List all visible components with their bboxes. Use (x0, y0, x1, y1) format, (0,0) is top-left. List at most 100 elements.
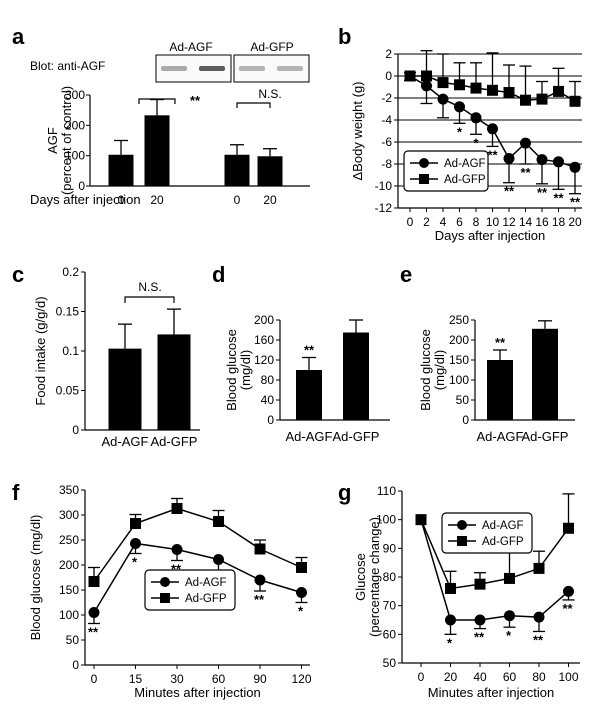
chart-a-ytick-label: 200 (65, 118, 85, 132)
chart-b-ytick-label: 2 (385, 47, 392, 61)
chart-d-ytick-label: 40 (261, 393, 275, 407)
chart-b-significance: * (457, 124, 463, 139)
chart-g-point (563, 522, 574, 534)
chart-d-category-label: Ad-GFP (333, 429, 380, 444)
chart-a-significance: ** (190, 93, 201, 108)
chart-b-point (454, 79, 465, 91)
chart-c-bracket (124, 296, 175, 303)
chart-c-ytick-label: 0.1 (62, 344, 79, 358)
chart-g-ylabel: Glucose(percentage change) (353, 517, 382, 637)
chart-g-significance: * (447, 635, 453, 650)
chart-f-xtick-label: 15 (129, 672, 143, 686)
chart-g-significance: ** (474, 630, 485, 645)
chart-f-point (130, 518, 141, 529)
blot-group-label-agf: Ad-AGF (169, 40, 212, 54)
chart-b-ytick-label: 0 (385, 69, 392, 83)
chart-a-bar (108, 154, 134, 186)
chart-b-point (404, 70, 416, 82)
chart-g-ytick-label: 90 (383, 541, 397, 555)
panel-letter-c: c (12, 262, 24, 287)
panel-letter-f: f (12, 480, 20, 505)
chart-e-bar (487, 360, 513, 420)
chart-b-point (437, 77, 449, 89)
blot-group-label-gfp: Ad-GFP (250, 40, 293, 54)
chart-b-ytick-label: -2 (381, 91, 392, 105)
chart-e-category-label: Ad-GFP (522, 429, 569, 444)
chart-f-ytick-label: 350 (59, 483, 79, 497)
chart-b-xtick-label: 10 (486, 215, 500, 229)
chart-g-significance: ** (562, 601, 573, 616)
panel-letter-b: b (338, 24, 351, 49)
chart-f-ytick-label: 150 (59, 583, 79, 597)
chart-e-ytick-label: 150 (449, 353, 469, 367)
chart-a-category-label: 0 (234, 193, 241, 207)
chart-a-category-label: 20 (150, 193, 164, 207)
chart-b-ytick-label: -4 (381, 113, 392, 127)
chart-e-ytick-label: 0 (462, 413, 469, 427)
chart-f-xtick-label: 60 (212, 672, 226, 686)
chart-g-xtick-label: 40 (473, 670, 487, 684)
chart-d-ytick-label: 0 (267, 413, 274, 427)
chart-g-xtick-label: 20 (444, 670, 458, 684)
chart-f-xtick-label: 90 (253, 672, 267, 686)
chart-b-xtick-label: 16 (535, 215, 549, 229)
chart-c-ytick-label: 0.2 (62, 265, 79, 279)
chart-g-legend-marker (457, 536, 467, 546)
panel-letter-e: e (400, 262, 412, 287)
chart-c: 0 0.05 0.1 0.15 0.2 Ad-AGF Ad-GFP Food intake (… (33, 265, 200, 449)
chart-b-xlabel: Days after injection (435, 228, 546, 243)
chart-c-bar (108, 348, 142, 430)
chart-b-xtick-label: 0 (407, 215, 414, 229)
chart-b-significance: ** (520, 165, 531, 180)
chart-b-point (470, 112, 482, 124)
chart-b-point (487, 84, 498, 96)
chart-e-ytick-label: 250 (449, 313, 469, 327)
chart-f-significance: * (132, 555, 138, 570)
chart-f-xtick-label: 30 (170, 672, 184, 686)
chart-b-ylabel: ΔBody weight (g) (350, 81, 365, 180)
chart-f-legend-marker (160, 577, 170, 587)
chart-g-point (474, 614, 486, 626)
chart-d: 0 40 80 120 160 200 Ad-AGF ** Ad-GFP Blood glucos… (224, 313, 390, 444)
blot-band (199, 66, 225, 71)
chart-b-point (470, 82, 482, 94)
chart-b-point (503, 87, 515, 98)
chart-g-xtick-label: 80 (532, 670, 546, 684)
chart-g-xtick-label: 100 (558, 670, 578, 684)
chart-f-legend-marker (160, 593, 170, 603)
chart-f-point (254, 574, 266, 586)
chart-a-category-label: 20 (263, 193, 277, 207)
chart-f-ytick-label: 50 (66, 633, 80, 647)
chart-f-point (171, 503, 183, 514)
chart-b-legend-marker (419, 174, 429, 184)
chart-c-ytick-label: 0.05 (56, 384, 80, 398)
chart-d-ylabel: Blood glucose(mg/dl) (224, 329, 253, 411)
chart-b-ytick-label: -8 (381, 157, 392, 171)
chart-b-significance: ** (504, 184, 515, 199)
chart-a-bar (224, 154, 250, 186)
chart-b-point (520, 137, 531, 149)
chart-b-significance: ** (570, 195, 581, 210)
chart-b-point (569, 95, 581, 107)
chart-e: 0 50 100 150 200 250 Ad-AGF ** Ad-GFP Blood gluco… (418, 313, 575, 444)
chart-b-point (503, 153, 515, 164)
chart-b-significance: ** (487, 147, 498, 162)
chart-b-significance: ** (553, 190, 564, 205)
chart-g-ytick-label: 110 (377, 484, 396, 498)
chart-f-point (296, 562, 307, 573)
chart-e-bar (532, 328, 558, 420)
chart-f-ytick-label: 200 (59, 558, 79, 572)
chart-b-ytick-label: -6 (381, 135, 392, 149)
chart-g-legend-label: Ad-GFP (482, 536, 524, 548)
chart-d-category-label: Ad-AGF (286, 429, 333, 444)
chart-g-xlabel: Minutes after injection (428, 685, 554, 700)
blot-band (239, 66, 265, 71)
chart-f-series-line (93, 507, 302, 582)
chart-d-bar (343, 332, 369, 420)
chart-g-significance: * (506, 628, 512, 643)
chart-g-point (504, 572, 515, 584)
chart-g-point (563, 585, 574, 597)
chart-f-series-line (93, 542, 302, 613)
chart-a-bracket (236, 102, 271, 108)
